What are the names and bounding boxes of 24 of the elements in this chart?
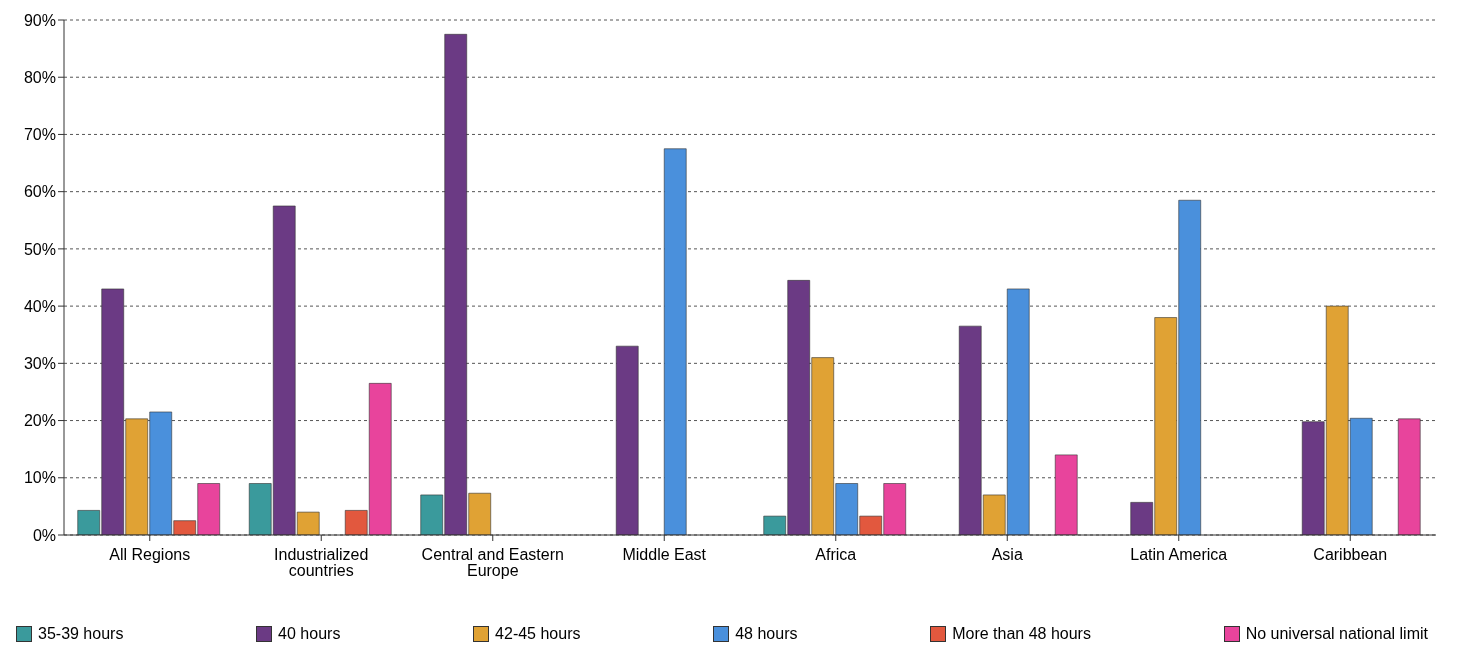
y-tick-label: 90% <box>23 11 56 29</box>
y-tick-label: 10% <box>23 469 56 487</box>
y-tick-label: 40% <box>23 297 56 315</box>
x-tick-label: Middle East <box>622 546 707 564</box>
y-tick-label: 70% <box>23 126 56 144</box>
y-tick-label: 30% <box>23 355 56 373</box>
legend-label: More than 48 hours <box>951 625 1091 643</box>
y-tick-label: 50% <box>23 240 56 258</box>
legend-label: 42-45 hours <box>494 625 581 643</box>
y-tick-label: 0% <box>32 526 56 544</box>
x-tick-label: Caribbean <box>1313 546 1388 564</box>
x-tick-label: All Regions <box>109 546 191 564</box>
y-tick-label: 20% <box>23 412 56 430</box>
y-tick-label: 60% <box>23 183 56 201</box>
x-tick-label: Africa <box>815 546 857 564</box>
x-tick-label: Central and Eastern Europe <box>421 546 564 580</box>
legend-label: No universal national limit <box>1244 625 1428 643</box>
legend-label: 40 hours <box>277 625 341 643</box>
legend-label: 35-39 hours <box>37 625 124 643</box>
x-tick-label: Latin America <box>1130 546 1228 564</box>
y-tick-label: 80% <box>23 68 56 86</box>
x-tick-label: Asia <box>991 546 1023 564</box>
x-tick-label: Industrialized countries <box>274 546 369 580</box>
legend-label: 48 hours <box>734 625 798 643</box>
